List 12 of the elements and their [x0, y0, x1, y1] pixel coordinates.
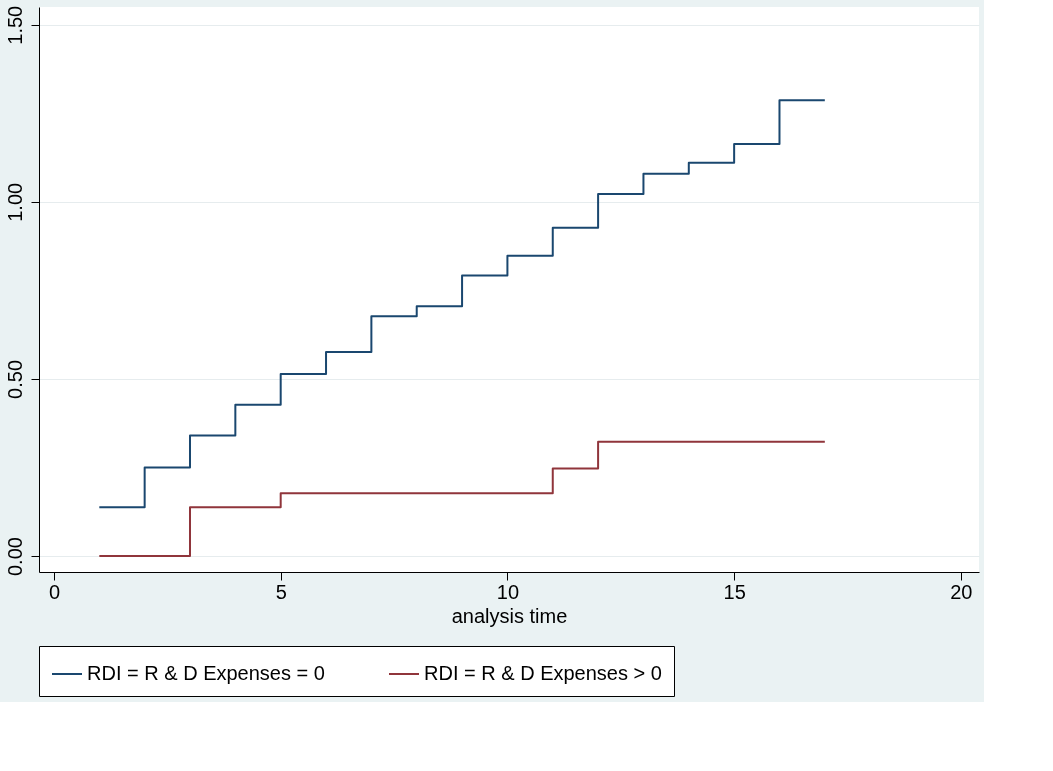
y-tick-label: 0.00 — [3, 537, 26, 577]
x-tick-label: 15 — [723, 580, 746, 603]
x-tick-label: 10 — [496, 580, 520, 603]
y-tick-label: 1.50 — [3, 5, 26, 45]
x-tick-label: 5 — [275, 580, 287, 603]
legend-label: RDI = R & D Expenses > 0 — [424, 662, 662, 684]
y-tick-label: 0.50 — [3, 359, 26, 399]
x-tick-label: 0 — [48, 580, 61, 603]
x-tick-label: 20 — [950, 580, 973, 603]
x-axis-title: analysis time — [451, 604, 568, 627]
y-tick-label: 1.00 — [3, 182, 26, 222]
legend-label: RDI = R & D Expenses = 0 — [87, 662, 325, 684]
